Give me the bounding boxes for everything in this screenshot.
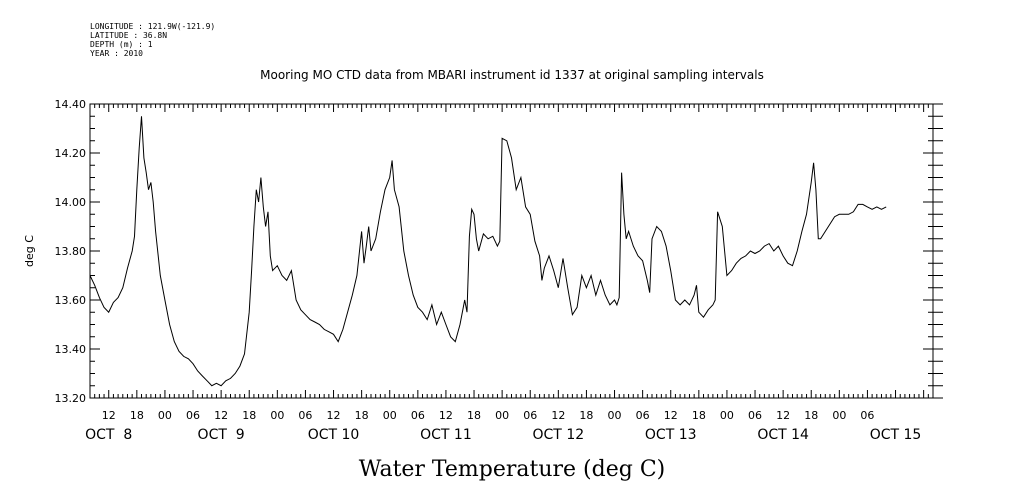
x-tick-label: 12 bbox=[214, 409, 228, 422]
meta-year: YEAR : 2010 bbox=[90, 49, 143, 58]
meta-depth: DEPTH (m) : 1 bbox=[90, 40, 153, 49]
x-day-label: OCT 15 bbox=[870, 427, 922, 443]
y-tick-label: 14.00 bbox=[55, 196, 87, 209]
x-tick-label: 00 bbox=[495, 409, 509, 422]
meta-latitude: LATITUDE : 36.8N bbox=[90, 31, 168, 40]
chart-title: Mooring MO CTD data from MBARI instrumen… bbox=[260, 68, 764, 82]
metadata-block: LONGITUDE : 121.9W(-121.9) LATITUDE : 36… bbox=[90, 22, 215, 58]
plot-frame bbox=[89, 103, 934, 399]
y-tick-label: 13.80 bbox=[55, 245, 87, 258]
y-tick-label: 13.60 bbox=[55, 294, 87, 307]
y-tick-label: 13.40 bbox=[55, 343, 87, 356]
x-tick-label: 12 bbox=[551, 409, 565, 422]
x-day-label: OCT 12 bbox=[533, 427, 585, 443]
x-day-label: OCT 11 bbox=[420, 427, 472, 443]
x-day-label: OCT 9 bbox=[198, 427, 245, 443]
y-tick-label: 13.20 bbox=[55, 392, 87, 405]
y-tick-label: 14.40 bbox=[55, 98, 87, 111]
x-tick-label: 00 bbox=[608, 409, 622, 422]
x-tick-label: 06 bbox=[860, 409, 874, 422]
x-tick-label: 12 bbox=[439, 409, 453, 422]
x-tick-label: 12 bbox=[327, 409, 341, 422]
y-tick-label: 14.20 bbox=[55, 147, 87, 160]
x-axis: 12 18 00 06 12 18 00 06 12 18 00 06 12 18 00 06 12 18 00 06… bbox=[85, 104, 929, 443]
x-day-label: OCT 8 bbox=[85, 427, 132, 443]
x-tick-label: 18 bbox=[692, 409, 706, 422]
x-tick-label: 18 bbox=[130, 409, 144, 422]
x-tick-label: 00 bbox=[158, 409, 172, 422]
x-axis-label: Water Temperature (deg C) bbox=[359, 457, 666, 482]
x-tick-label: 18 bbox=[804, 409, 818, 422]
x-tick-label: 06 bbox=[636, 409, 650, 422]
x-tick-label: 18 bbox=[355, 409, 369, 422]
x-tick-label: 00 bbox=[720, 409, 734, 422]
x-day-label: OCT 13 bbox=[645, 427, 697, 443]
x-tick-label: 12 bbox=[102, 409, 116, 422]
x-tick-label: 12 bbox=[776, 409, 790, 422]
x-tick-label: 00 bbox=[383, 409, 397, 422]
x-tick-label: 06 bbox=[298, 409, 312, 422]
x-day-label: OCT 10 bbox=[308, 427, 360, 443]
x-tick-label: 12 bbox=[664, 409, 678, 422]
x-tick-label: 18 bbox=[242, 409, 256, 422]
y-axis: 13.20 13.40 13.60 13.80 14.00 14.20 14.40 bbox=[55, 98, 943, 405]
x-tick-label: 18 bbox=[467, 409, 481, 422]
x-tick-label: 06 bbox=[748, 409, 762, 422]
x-tick-label: 06 bbox=[523, 409, 537, 422]
y-axis-label: deg C bbox=[23, 235, 36, 267]
x-tick-label: 00 bbox=[832, 409, 846, 422]
series-line-water-temperature bbox=[89, 116, 887, 387]
meta-longitude: LONGITUDE : 121.9W(-121.9) bbox=[90, 22, 216, 31]
x-tick-label: 06 bbox=[411, 409, 425, 422]
x-tick-label: 06 bbox=[186, 409, 200, 422]
x-tick-label: 00 bbox=[270, 409, 284, 422]
x-day-label: OCT 14 bbox=[757, 427, 809, 443]
x-tick-label: 18 bbox=[579, 409, 593, 422]
